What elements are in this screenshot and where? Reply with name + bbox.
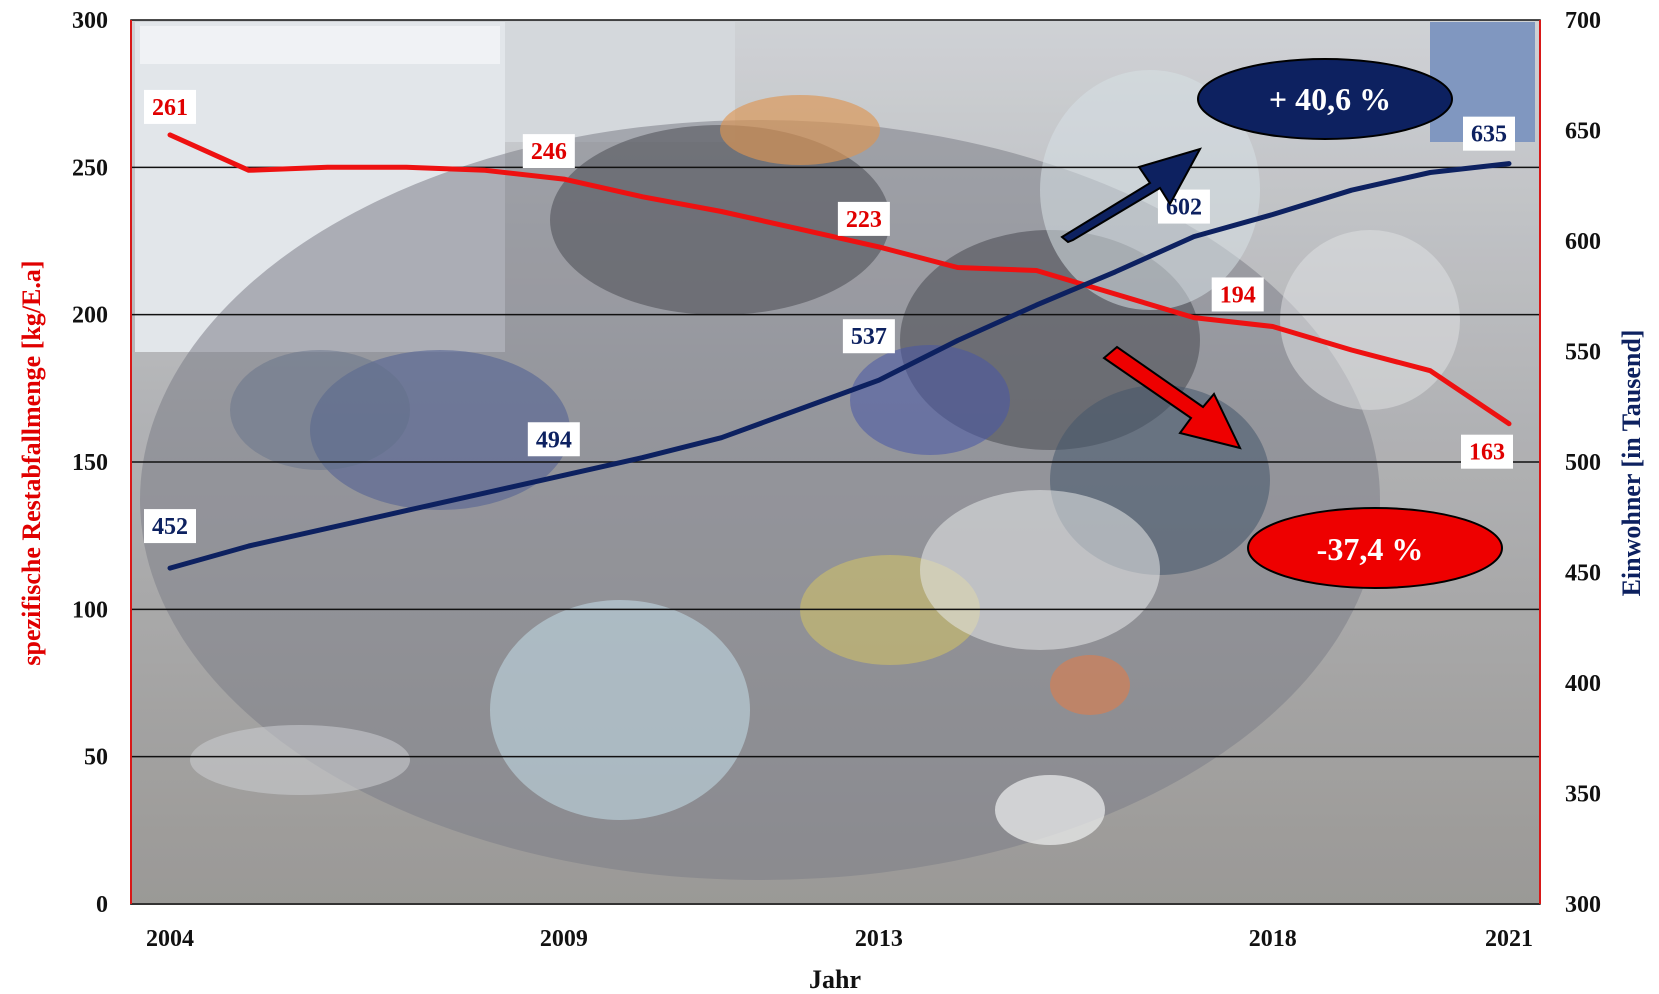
restabfall-point bbox=[1192, 316, 1196, 320]
y-right-tick-label: 700 bbox=[1565, 8, 1601, 34]
restabfall-point bbox=[1507, 422, 1511, 426]
restabfall-point bbox=[483, 168, 487, 172]
data-label: 452 bbox=[152, 514, 188, 540]
series-lines bbox=[167, 132, 1512, 571]
einwohner-point bbox=[877, 378, 881, 382]
decrease-annotation: -37,4 % bbox=[1247, 507, 1503, 589]
restabfall-point bbox=[562, 177, 566, 181]
x-axis-title: Jahr bbox=[809, 965, 861, 994]
einwohner-point bbox=[1349, 188, 1353, 192]
y-right-tick-label: 350 bbox=[1565, 782, 1601, 808]
data-label: 494 bbox=[536, 427, 572, 453]
x-tick-label: 2021 bbox=[1485, 926, 1533, 952]
y-left-tick-label: 200 bbox=[72, 303, 108, 329]
y-right-tick-label: 600 bbox=[1565, 229, 1601, 255]
x-tick-label: 2004 bbox=[146, 926, 194, 952]
increase-annotation: + 40,6 % bbox=[1197, 58, 1453, 140]
restabfall-point bbox=[1349, 348, 1353, 352]
y-left-tick-label: 100 bbox=[72, 597, 108, 623]
data-label-box bbox=[522, 134, 575, 169]
data-label-box bbox=[144, 89, 196, 124]
einwohner-point bbox=[1034, 303, 1038, 307]
y-left-tick-label: 0 bbox=[96, 892, 108, 918]
einwohner-point bbox=[1271, 212, 1275, 216]
einwohner-point bbox=[1192, 235, 1196, 239]
data-label: 261 bbox=[152, 95, 188, 121]
restabfall-point bbox=[247, 168, 251, 172]
x-tick-label: 2009 bbox=[540, 926, 588, 952]
gridlines bbox=[131, 166, 1540, 758]
restabfall-point bbox=[1271, 324, 1275, 328]
restabfall-point bbox=[168, 133, 172, 137]
x-tick-label: 2013 bbox=[855, 926, 903, 952]
y-right-tick-label: 450 bbox=[1565, 561, 1601, 587]
increase-arrow bbox=[1060, 147, 1203, 244]
restabfall-point bbox=[1428, 369, 1432, 373]
restabfall-point bbox=[1034, 268, 1038, 272]
y-right-tick-label: 300 bbox=[1565, 892, 1601, 918]
data-label: 194 bbox=[1220, 282, 1256, 308]
einwohner-point bbox=[483, 491, 487, 495]
data-label: 163 bbox=[1469, 440, 1505, 466]
data-label: 223 bbox=[846, 207, 882, 233]
einwohner-point bbox=[404, 509, 408, 513]
restabfall-point bbox=[956, 266, 960, 270]
restabfall-point bbox=[404, 165, 408, 169]
einwohner-point bbox=[1507, 162, 1511, 166]
restabfall-point bbox=[1113, 292, 1117, 296]
y-left-tick-label: 50 bbox=[84, 745, 108, 771]
data-label-box bbox=[1463, 116, 1515, 151]
x-tick-label: 2018 bbox=[1249, 926, 1297, 952]
einwohner-point bbox=[562, 473, 566, 477]
data-label: 537 bbox=[851, 324, 887, 350]
restabfall-point bbox=[719, 210, 723, 214]
data-label-box bbox=[527, 422, 580, 457]
decrease-arrow bbox=[1102, 345, 1242, 450]
einwohner-line bbox=[167, 161, 1512, 571]
einwohner-point bbox=[798, 407, 802, 411]
y-left-tick-label: 250 bbox=[72, 155, 108, 181]
data-label-box bbox=[144, 509, 196, 544]
y-right-tick-label: 550 bbox=[1565, 340, 1601, 366]
y-right-tick-label: 500 bbox=[1565, 450, 1601, 476]
einwohner-point bbox=[168, 566, 172, 570]
einwohner-point bbox=[956, 338, 960, 342]
axis-ticks: 0 50 100 150 200 250 300 300 350 400 450 500 550 600 6… bbox=[72, 8, 1601, 952]
left-axis-title: spezifische Restabfallmenge [kg/E.a] bbox=[17, 260, 46, 665]
restabfall-point bbox=[798, 227, 802, 231]
restabfall-point bbox=[641, 195, 645, 199]
data-label-box bbox=[842, 319, 895, 354]
svg-text:-37,4 %: -37,4 % bbox=[1317, 531, 1424, 567]
einwohner-point bbox=[326, 526, 330, 530]
einwohner-point bbox=[719, 436, 723, 440]
restabfall-point bbox=[877, 245, 881, 249]
data-label: 246 bbox=[531, 139, 567, 165]
data-label: 635 bbox=[1471, 122, 1507, 148]
einwohner-point bbox=[247, 544, 251, 548]
restabfall-point bbox=[326, 165, 330, 169]
data-label-box bbox=[1211, 277, 1264, 312]
y-left-tick-label: 150 bbox=[72, 450, 108, 476]
einwohner-point bbox=[1113, 270, 1117, 274]
einwohner-point bbox=[1428, 170, 1432, 174]
right-axis-title: Einwohner [in Tausend] bbox=[1617, 330, 1646, 597]
data-label-box bbox=[1461, 434, 1513, 469]
data-label-box bbox=[837, 201, 890, 236]
einwohner-point bbox=[641, 456, 645, 460]
svg-text:+ 40,6 %: + 40,6 % bbox=[1269, 81, 1391, 117]
y-right-tick-label: 650 bbox=[1565, 119, 1601, 145]
restabfall-line bbox=[167, 132, 1512, 427]
y-left-tick-label: 300 bbox=[72, 8, 108, 34]
y-right-tick-label: 400 bbox=[1565, 671, 1601, 697]
